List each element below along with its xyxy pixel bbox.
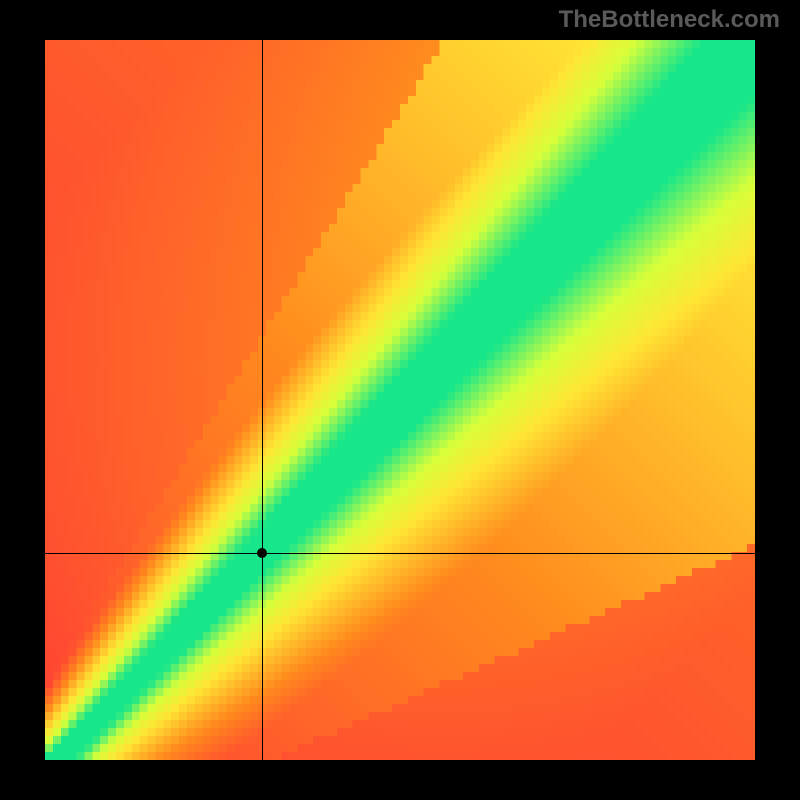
crosshair-vertical	[262, 40, 263, 760]
crosshair-horizontal	[45, 553, 755, 554]
operating-point-marker	[257, 548, 267, 558]
watermark-text: TheBottleneck.com	[559, 6, 780, 34]
plot-outer: TheBottleneck.com	[0, 0, 800, 800]
plot-area	[45, 40, 755, 760]
bottleneck-heatmap	[45, 40, 755, 760]
